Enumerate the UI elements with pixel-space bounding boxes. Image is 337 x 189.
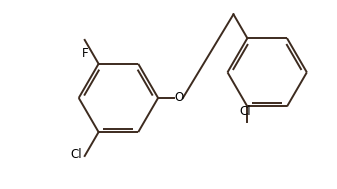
Text: Cl: Cl (240, 105, 251, 118)
Text: F: F (81, 47, 88, 60)
Text: Cl: Cl (70, 149, 82, 161)
Text: O: O (174, 91, 184, 105)
